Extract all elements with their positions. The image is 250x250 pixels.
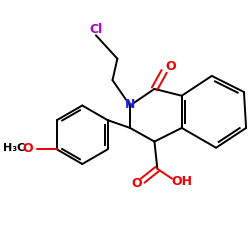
Text: N: N: [125, 98, 135, 111]
Text: O: O: [166, 60, 176, 73]
Text: O: O: [22, 142, 32, 155]
Text: O: O: [132, 177, 142, 190]
Text: H₃C: H₃C: [4, 144, 26, 154]
Text: Cl: Cl: [89, 23, 102, 36]
Text: OH: OH: [171, 175, 192, 188]
